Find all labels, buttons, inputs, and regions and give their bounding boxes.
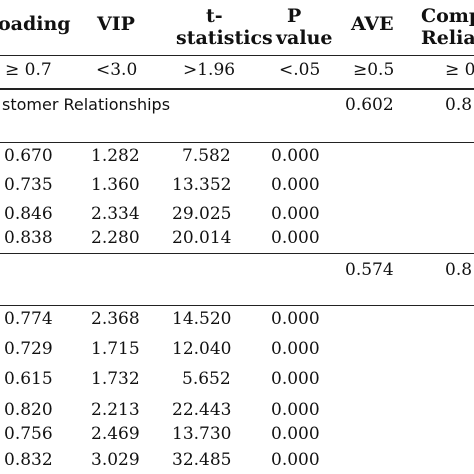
header-ave: AVE [351,13,394,35]
row-vip: 2.213 [91,400,140,420]
row-vip: 1.732 [91,369,140,389]
row-t: 14.520 [172,309,232,329]
row-vip: 2.368 [91,309,140,329]
section2-rule [0,253,474,254]
row-vip: 1.282 [91,146,140,166]
header-t-line1: t- [206,5,223,27]
row-p: 0.000 [271,400,320,420]
row-t: 32.485 [172,450,232,470]
row-t: 13.352 [172,175,232,195]
row-t: 22.443 [172,400,232,420]
threshold-rule [0,88,474,90]
threshold-ave: ≥0.5 [353,60,395,80]
row-loading: 0.670 [4,146,53,166]
threshold-t: >1.96 [183,60,236,80]
threshold-comp: ≥ 0 [445,60,474,80]
row-loading: 0.774 [4,309,53,329]
header-p-line1: P [287,5,302,27]
row-t: 5.652 [182,369,231,389]
section2-bottom-rule [0,305,474,306]
section1-rule [0,142,474,143]
row-loading: 0.756 [4,424,53,444]
section2-comp: 0.8 [445,260,473,280]
header-p-line2: value [276,27,333,49]
row-t: 29.025 [172,204,232,224]
row-loading: 0.729 [4,339,53,359]
section1-ave: 0.602 [345,95,394,115]
row-vip: 2.280 [91,228,140,248]
row-loading: 0.820 [4,400,53,420]
header-t-line2: statistics [176,27,273,49]
row-vip: 1.360 [91,175,140,195]
row-loading: 0.615 [4,369,53,389]
header-loading: oading [0,13,71,35]
threshold-loading: ≥ 0.7 [5,60,52,80]
row-p: 0.000 [271,204,320,224]
row-t: 12.040 [172,339,232,359]
section2-ave: 0.574 [345,260,394,280]
row-p: 0.000 [271,309,320,329]
header-vip: VIP [97,13,135,35]
row-p: 0.000 [271,424,320,444]
row-loading: 0.838 [4,228,53,248]
threshold-p: <.05 [279,60,321,80]
row-p: 0.000 [271,369,320,389]
row-vip: 3.029 [91,450,140,470]
header-comp-line2: Relia [421,27,474,49]
row-loading: 0.735 [4,175,53,195]
row-p: 0.000 [271,146,320,166]
row-vip: 1.715 [91,339,140,359]
row-loading: 0.846 [4,204,53,224]
section1-comp: 0.8 [445,95,473,115]
row-p: 0.000 [271,228,320,248]
row-t: 13.730 [172,424,232,444]
row-t: 20.014 [172,228,232,248]
row-p: 0.000 [271,175,320,195]
row-p: 0.000 [271,450,320,470]
header-comp-line1: Comp [421,5,474,27]
section-title: stomer Relationships [2,95,171,114]
row-vip: 2.334 [91,204,140,224]
row-p: 0.000 [271,339,320,359]
row-t: 7.582 [182,146,231,166]
row-loading: 0.832 [4,450,53,470]
header-rule [0,55,474,56]
threshold-vip: <3.0 [96,60,138,80]
row-vip: 2.469 [91,424,140,444]
